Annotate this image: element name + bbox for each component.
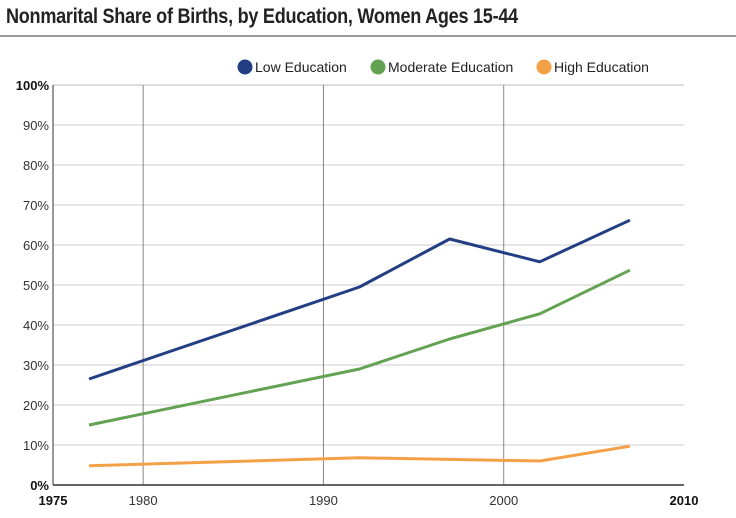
legend-marker bbox=[237, 59, 253, 75]
series-line-low-education bbox=[88, 218, 631, 381]
legend-marker bbox=[370, 59, 386, 75]
title-divider bbox=[0, 35, 736, 37]
y-tick-label: 80% bbox=[23, 158, 49, 173]
y-tick-label: 100% bbox=[16, 78, 50, 93]
legend-label: High Education bbox=[554, 59, 649, 75]
x-tick-label: 2010 bbox=[670, 493, 699, 508]
x-tick-label: 1980 bbox=[129, 493, 158, 508]
y-tick-label: 50% bbox=[23, 278, 49, 293]
y-tick-label: 70% bbox=[23, 198, 49, 213]
chart-title: Nonmarital Share of Births, by Education… bbox=[6, 5, 518, 28]
y-tick-label: 90% bbox=[23, 118, 49, 133]
x-tick-label: 1990 bbox=[309, 493, 338, 508]
legend-label: Moderate Education bbox=[388, 59, 513, 75]
y-tick-label: 60% bbox=[23, 238, 49, 253]
y-tick-label: 30% bbox=[23, 358, 49, 373]
x-tick-label: 2000 bbox=[489, 493, 518, 508]
y-tick-label: 20% bbox=[23, 398, 49, 413]
legend-label: Low Education bbox=[255, 59, 347, 75]
legend-marker bbox=[536, 59, 552, 75]
x-tick-label: 1975 bbox=[39, 493, 68, 508]
series-line-moderate-education bbox=[88, 268, 631, 427]
y-tick-label: 40% bbox=[23, 318, 49, 333]
series-line-high-education bbox=[89, 444, 631, 468]
y-tick-label: 0% bbox=[30, 478, 49, 493]
y-tick-label: 10% bbox=[23, 438, 49, 453]
